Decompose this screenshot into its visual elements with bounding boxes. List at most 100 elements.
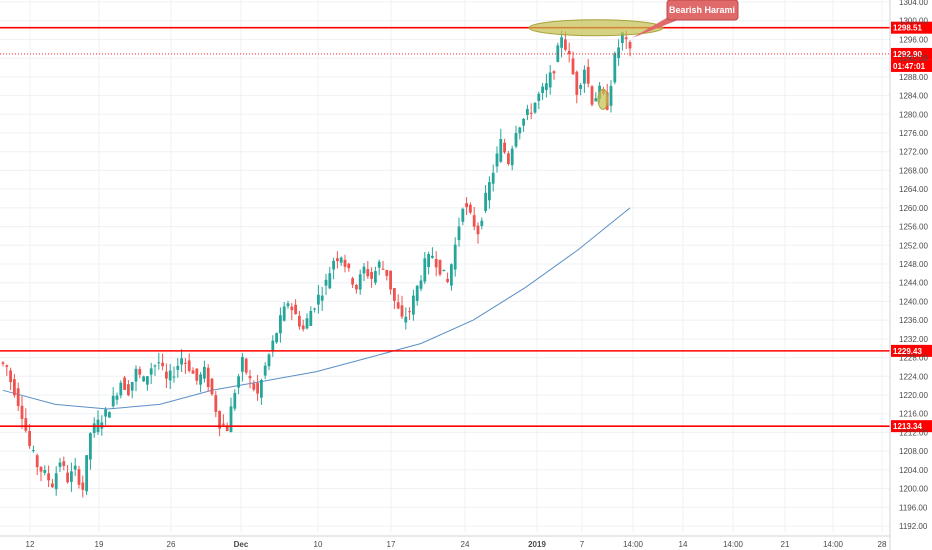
chart-grid [0, 0, 890, 532]
candle-body [480, 220, 484, 226]
time-tick-label: 7 [580, 540, 585, 549]
candle-body [290, 306, 294, 311]
candle-body [70, 471, 73, 482]
candle-body [427, 254, 430, 268]
candle-body [518, 127, 522, 134]
candle-body [24, 418, 28, 431]
candle-body [138, 369, 142, 375]
candle-body [393, 288, 396, 301]
time-axis[interactable]: 12 19 26 Dec 10 17 24 2019 7 14:00 14 14:00 21 14:00 2… [0, 535, 890, 549]
candle-body [20, 405, 24, 419]
horizontal-levels[interactable]: 1298.51 1292.90 1229.43 1213.34 01:47:01 [0, 21, 932, 433]
price-tick-label: 1204.00 [899, 466, 928, 475]
candle-body [73, 465, 77, 470]
candle-body [210, 378, 214, 395]
candle-body [457, 226, 461, 241]
candle-body [499, 138, 503, 162]
price-tick-label: 1252.00 [899, 241, 928, 250]
candle-body [336, 258, 339, 262]
candle-body [237, 376, 240, 388]
candle-body [127, 384, 130, 396]
price-level-badge [891, 47, 932, 60]
price-tick-label: 1192.00 [899, 522, 928, 531]
candle-body [203, 366, 206, 379]
candle-body [218, 411, 221, 429]
candle-body [286, 303, 290, 307]
candle-body [389, 270, 392, 290]
candle-body [168, 370, 172, 381]
candle-body [450, 264, 453, 286]
candle-body [510, 148, 514, 166]
candle-body [374, 271, 377, 283]
price-tick-label: 1220.00 [899, 391, 928, 400]
candle-body [320, 295, 324, 301]
candle-body [560, 37, 563, 48]
candle-body [241, 357, 244, 372]
callout-pointer [632, 16, 678, 38]
candle-body [294, 304, 297, 315]
candle-body [514, 132, 518, 147]
price-tick-label: 1300.00 [899, 17, 928, 26]
candle-body [571, 58, 575, 75]
candle-body [358, 274, 362, 290]
candle-body [214, 395, 218, 412]
candle-body [301, 325, 305, 330]
candle-body [624, 37, 628, 40]
candle-body [465, 203, 468, 208]
candle-body [423, 258, 427, 282]
countdown-label: 01:47:01 [893, 62, 926, 71]
price-tick-label: 1248.00 [899, 260, 928, 269]
price-level-label: 1213.34 [893, 422, 922, 431]
time-tick-label: 14:00 [823, 540, 844, 549]
candle-body [377, 261, 381, 268]
moving-average [2, 207, 631, 410]
candle-body [621, 32, 624, 43]
price-axis[interactable]: 1192.00 1196.00 1200.00 1204.00 1208.00 1212.… [889, 0, 928, 550]
price-tick-label: 1268.00 [899, 166, 928, 175]
candle-body [153, 365, 157, 367]
candle-body [366, 269, 370, 277]
candle-body [351, 278, 354, 285]
candle-body [347, 263, 351, 269]
candle-body [469, 204, 472, 213]
candle-body [400, 305, 404, 317]
price-tick-label: 1208.00 [899, 447, 928, 456]
candle-body [537, 93, 541, 101]
candle-body [339, 257, 343, 263]
countdown-badge [891, 59, 932, 72]
candle-body [438, 259, 442, 275]
candle-body [282, 306, 286, 321]
candle-body [613, 53, 617, 83]
candle-body [229, 406, 233, 433]
candle-body [556, 45, 560, 62]
time-tick-label: Dec [234, 540, 249, 549]
candle-body [279, 315, 282, 334]
candle-body [548, 72, 552, 88]
price-level-badge [891, 344, 932, 357]
candle-body [590, 86, 594, 105]
price-tick-label: 1232.00 [899, 335, 928, 344]
candle-body [62, 461, 66, 466]
candle-body [172, 376, 176, 378]
time-tick-label: 17 [387, 540, 396, 549]
candle-body [206, 367, 210, 388]
candle-body [47, 473, 50, 481]
candle-body [552, 71, 556, 74]
candle-body [77, 469, 81, 485]
candle-body [305, 318, 309, 329]
candle-body [522, 118, 525, 126]
price-tick-label: 1200.00 [899, 485, 928, 494]
candle-body [545, 83, 548, 91]
candle-body [412, 295, 415, 315]
candle-body [324, 279, 328, 286]
candle-body [16, 388, 20, 407]
candle-body [298, 315, 301, 327]
callout-text: Bearish Harami [669, 5, 735, 15]
price-tick-label: 1280.00 [899, 110, 928, 119]
time-tick-label: 14:00 [723, 540, 744, 549]
candle-body [176, 365, 180, 370]
candle-body [617, 47, 620, 59]
candle-body [161, 362, 164, 367]
candle-body [225, 426, 229, 431]
